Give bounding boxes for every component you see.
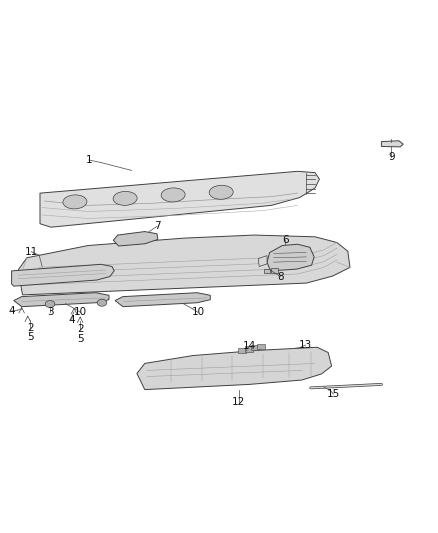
Text: 10: 10 [191, 308, 205, 317]
Text: 13: 13 [299, 340, 312, 350]
Text: 10: 10 [74, 308, 87, 317]
Polygon shape [258, 344, 265, 350]
Text: 8: 8 [277, 271, 283, 281]
Text: 2: 2 [77, 324, 84, 334]
Polygon shape [115, 293, 210, 306]
Polygon shape [238, 348, 246, 353]
Text: 9: 9 [388, 152, 395, 163]
Text: 14: 14 [243, 341, 256, 351]
Text: 2: 2 [27, 322, 34, 333]
Text: 6: 6 [282, 235, 289, 245]
Polygon shape [137, 348, 332, 390]
Ellipse shape [97, 299, 107, 306]
Polygon shape [267, 244, 314, 271]
Text: 4: 4 [8, 306, 15, 316]
Ellipse shape [209, 185, 233, 199]
Polygon shape [258, 256, 267, 266]
Polygon shape [12, 264, 114, 286]
Text: 15: 15 [327, 389, 340, 399]
Polygon shape [40, 171, 319, 227]
Ellipse shape [161, 188, 185, 202]
Ellipse shape [45, 301, 55, 308]
Polygon shape [14, 293, 109, 306]
Text: 5: 5 [27, 332, 34, 342]
Polygon shape [245, 346, 253, 352]
Polygon shape [113, 231, 158, 246]
Polygon shape [18, 235, 350, 295]
Polygon shape [272, 268, 278, 272]
Text: 1: 1 [85, 155, 92, 165]
Polygon shape [264, 269, 270, 273]
Text: 7: 7 [154, 221, 160, 231]
Text: 11: 11 [25, 247, 38, 257]
Text: 3: 3 [47, 308, 53, 317]
Text: 12: 12 [232, 397, 245, 407]
Text: 4: 4 [69, 315, 75, 325]
Polygon shape [251, 345, 259, 350]
Text: 5: 5 [77, 334, 84, 344]
Polygon shape [381, 141, 403, 147]
Ellipse shape [63, 195, 87, 209]
Ellipse shape [113, 191, 137, 205]
